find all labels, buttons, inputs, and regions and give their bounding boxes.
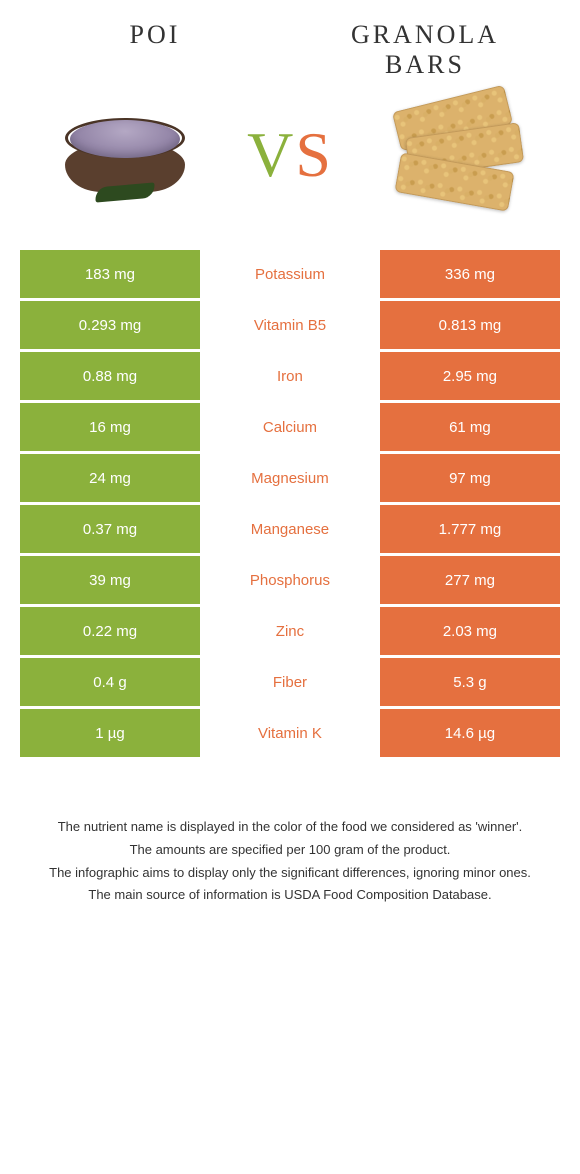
nutrient-left-value: 16 mg (20, 403, 200, 451)
poi-bowl-icon (60, 110, 190, 200)
footnote-line: The nutrient name is displayed in the co… (30, 817, 550, 838)
nutrient-right-value: 1.777 mg (380, 505, 560, 553)
nutrient-left-value: 0.293 mg (20, 301, 200, 349)
footnotes: The nutrient name is displayed in the co… (20, 817, 560, 906)
nutrient-left-value: 183 mg (20, 250, 200, 298)
nutrient-right-value: 2.03 mg (380, 607, 560, 655)
nutrient-right-value: 2.95 mg (380, 352, 560, 400)
nutrient-right-value: 5.3 g (380, 658, 560, 706)
table-row: 24 mgMagnesium97 mg (20, 454, 560, 502)
table-row: 183 mgPotassium336 mg (20, 250, 560, 298)
table-row: 39 mgPhosphorus277 mg (20, 556, 560, 604)
food-left-image (50, 90, 200, 220)
nutrient-name: Vitamin B5 (200, 301, 380, 349)
nutrient-right-value: 61 mg (380, 403, 560, 451)
nutrient-right-value: 336 mg (380, 250, 560, 298)
nutrient-left-value: 24 mg (20, 454, 200, 502)
table-row: 16 mgCalcium61 mg (20, 403, 560, 451)
nutrient-name: Magnesium (200, 454, 380, 502)
nutrient-name: Vitamin K (200, 709, 380, 757)
vs-row: VS (20, 90, 560, 220)
nutrient-left-value: 0.4 g (20, 658, 200, 706)
footnote-line: The main source of information is USDA F… (30, 885, 550, 906)
nutrient-right-value: 0.813 mg (380, 301, 560, 349)
table-row: 1 µgVitamin K14.6 µg (20, 709, 560, 757)
nutrient-table: 183 mgPotassium336 mg0.293 mgVitamin B50… (20, 250, 560, 757)
nutrient-right-value: 14.6 µg (380, 709, 560, 757)
table-row: 0.88 mgIron2.95 mg (20, 352, 560, 400)
table-row: 0.293 mgVitamin B50.813 mg (20, 301, 560, 349)
food-left-title: POI (55, 20, 255, 50)
nutrient-name: Manganese (200, 505, 380, 553)
granola-bars-icon (385, 90, 525, 220)
table-row: 0.37 mgManganese1.777 mg (20, 505, 560, 553)
food-right-title: GRANOLA BARS (325, 20, 525, 80)
nutrient-name: Phosphorus (200, 556, 380, 604)
nutrient-name: Zinc (200, 607, 380, 655)
nutrient-name: Calcium (200, 403, 380, 451)
nutrient-left-value: 39 mg (20, 556, 200, 604)
nutrient-left-value: 0.22 mg (20, 607, 200, 655)
infographic-container: POI GRANOLA BARS VS 183 mgPotassium336 m… (0, 0, 580, 948)
table-row: 0.4 gFiber5.3 g (20, 658, 560, 706)
nutrient-left-value: 1 µg (20, 709, 200, 757)
nutrient-right-value: 97 mg (380, 454, 560, 502)
vs-label: VS (247, 118, 333, 192)
nutrient-name: Iron (200, 352, 380, 400)
table-row: 0.22 mgZinc2.03 mg (20, 607, 560, 655)
nutrient-left-value: 0.88 mg (20, 352, 200, 400)
header-row: POI GRANOLA BARS (20, 20, 560, 80)
nutrient-left-value: 0.37 mg (20, 505, 200, 553)
nutrient-name: Fiber (200, 658, 380, 706)
vs-v: V (247, 119, 295, 190)
nutrient-right-value: 277 mg (380, 556, 560, 604)
footnote-line: The infographic aims to display only the… (30, 863, 550, 884)
nutrient-name: Potassium (200, 250, 380, 298)
vs-s: S (295, 119, 333, 190)
footnote-line: The amounts are specified per 100 gram o… (30, 840, 550, 861)
food-right-image (380, 90, 530, 220)
